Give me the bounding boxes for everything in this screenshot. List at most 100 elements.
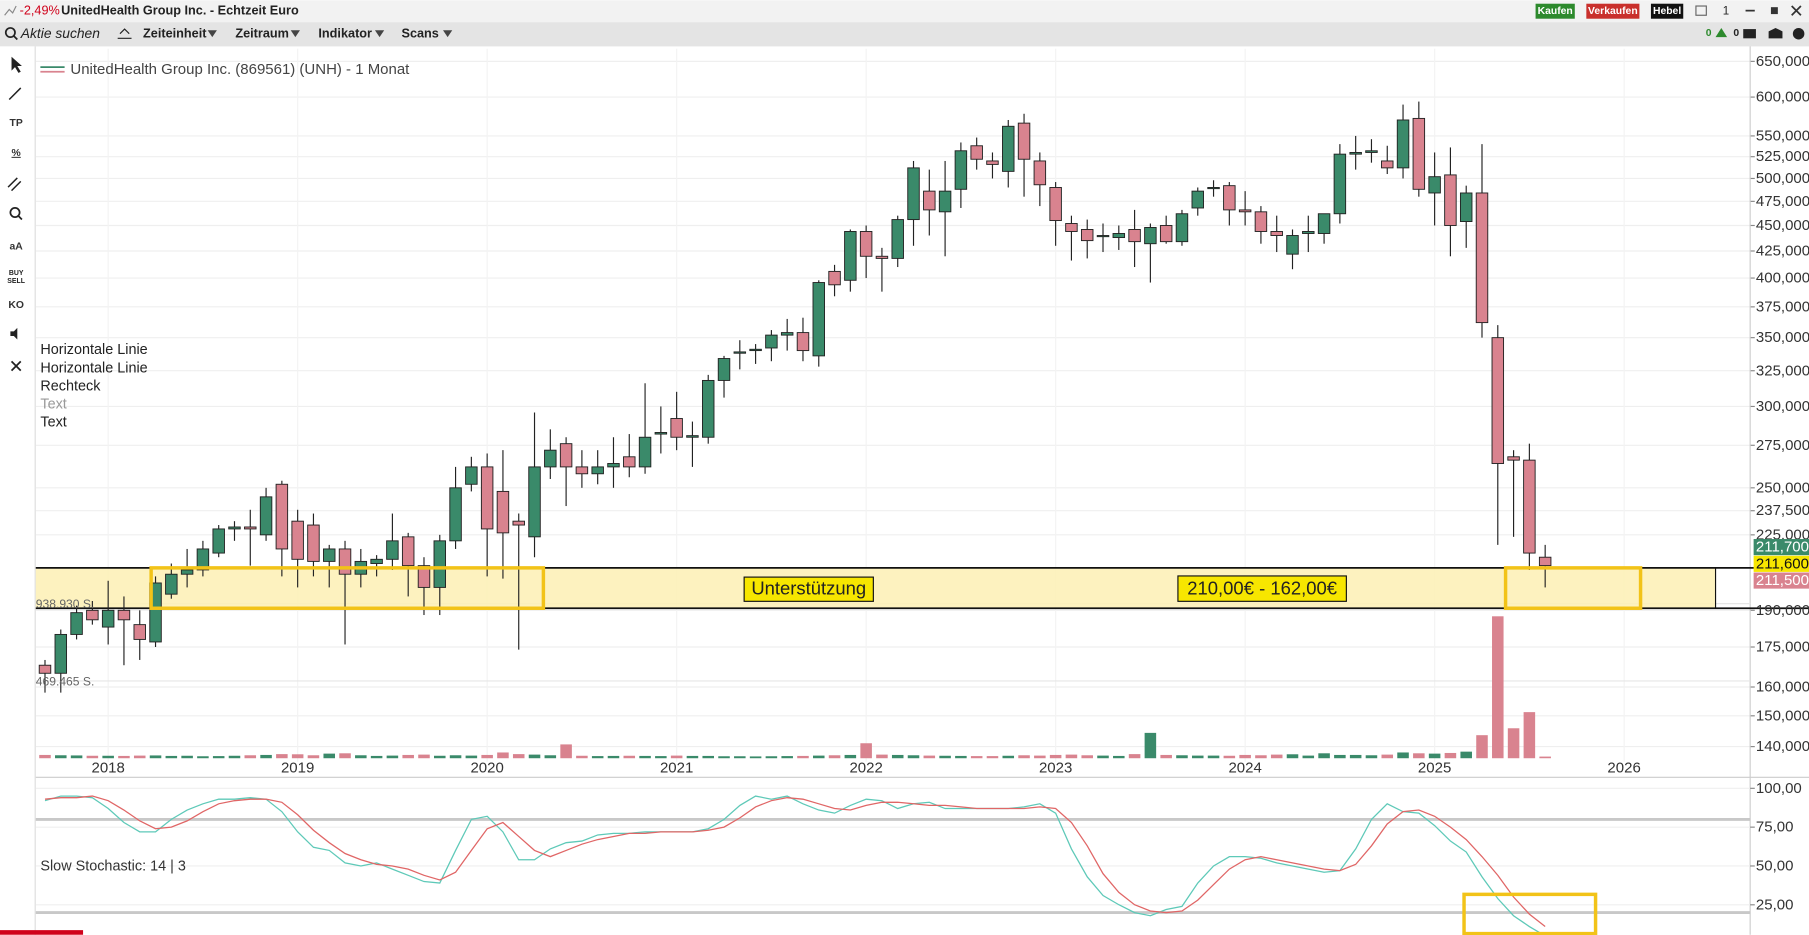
sell-button[interactable]: Verkaufen xyxy=(1588,6,1638,17)
annotation[interactable]: Unterstützung xyxy=(751,578,866,599)
candle-body xyxy=(907,167,920,221)
candle-body xyxy=(1238,209,1252,213)
volume-bar xyxy=(1081,755,1093,759)
y-tick-label: 475,000 xyxy=(1756,193,1809,210)
y-tick-label: 600,000 xyxy=(1756,89,1809,106)
close[interactable] xyxy=(1791,5,1802,16)
drawing-item[interactable]: Horizontale Linie xyxy=(40,342,147,358)
menu-timeframe[interactable]: Zeiteinheit xyxy=(143,27,207,41)
volume-bar xyxy=(1034,755,1046,759)
tp-tool[interactable]: TP xyxy=(10,118,23,129)
annotation-box[interactable] xyxy=(1177,575,1347,602)
buy-button-bg[interactable] xyxy=(1535,3,1575,19)
ko-tool[interactable]: KO xyxy=(8,300,24,311)
candle-body xyxy=(512,520,525,526)
candle-body xyxy=(1444,174,1457,226)
lever-button[interactable]: Hebel xyxy=(1653,6,1681,17)
volume-bar xyxy=(386,755,399,759)
volume-bar xyxy=(891,754,904,759)
volume-bar xyxy=(1318,753,1330,759)
y-tick-label: 325,000 xyxy=(1756,362,1809,379)
popout-icon[interactable] xyxy=(1695,5,1707,16)
message-count[interactable]: 0 xyxy=(1733,28,1739,39)
sell-button-bg[interactable] xyxy=(1586,3,1640,19)
candle-body xyxy=(1112,233,1126,239)
drawing-item[interactable]: Rechteck xyxy=(40,379,101,395)
candle-body xyxy=(1144,227,1157,245)
zoom-tool[interactable] xyxy=(9,207,21,219)
candle-body xyxy=(607,463,620,468)
volume-bar xyxy=(1049,754,1062,759)
delete-tool[interactable] xyxy=(10,360,22,372)
volume-bar xyxy=(370,755,383,759)
candle-body xyxy=(638,436,652,468)
volume-bar xyxy=(1476,735,1488,759)
sound-tool[interactable] xyxy=(10,327,18,340)
dropdown-arrow[interactable] xyxy=(443,30,453,38)
candle-body xyxy=(465,466,478,485)
buy-button[interactable]: Kaufen xyxy=(1538,6,1573,17)
menu-indicator[interactable]: Indikator xyxy=(318,27,372,41)
annotation[interactable]: 210,00€ - 162,00€ xyxy=(1187,578,1337,599)
folder-icon[interactable] xyxy=(1743,29,1756,39)
cloud-icon[interactable] xyxy=(1768,27,1783,39)
chart-title[interactable]: UnitedHealth Group Inc. (869561) (UNH) -… xyxy=(70,61,410,78)
volume-bar xyxy=(876,754,888,759)
menu-scans[interactable]: Scans xyxy=(401,27,438,41)
x-tick-label: 2020 xyxy=(470,760,503,777)
percent-tool[interactable]: % xyxy=(12,148,21,159)
dropdown-arrow[interactable] xyxy=(290,30,300,38)
volume-bar xyxy=(39,754,51,759)
sell-tool[interactable]: SELL xyxy=(7,278,25,285)
volume-bar xyxy=(1239,754,1251,759)
y-tick-label: 237,500 xyxy=(1756,502,1809,519)
dropdown-arrow[interactable] xyxy=(374,30,385,38)
candle-body xyxy=(591,466,604,475)
candle-body xyxy=(180,569,194,575)
candle-body xyxy=(844,231,857,281)
search-box[interactable]: Aktie suchen xyxy=(20,25,100,41)
volume-bar xyxy=(670,755,683,759)
volume-bar xyxy=(512,754,525,759)
volume-bar xyxy=(102,755,114,759)
cursor-tool[interactable] xyxy=(11,56,22,73)
dropdown-arrow[interactable] xyxy=(207,30,217,38)
volume-bar xyxy=(307,755,320,759)
drawing-item[interactable]: Horizontale Linie xyxy=(40,361,147,377)
search-icon[interactable] xyxy=(4,27,16,39)
add-icon[interactable] xyxy=(1792,27,1805,40)
text-tool[interactable]: aA xyxy=(10,241,24,252)
candle-body xyxy=(1223,185,1236,211)
window-counter[interactable]: 1 xyxy=(1723,5,1729,17)
maximize[interactable] xyxy=(1770,7,1778,15)
indicator-title[interactable]: Slow Stochastic: 14 | 3 xyxy=(40,858,185,874)
drawing-item[interactable]: Text xyxy=(40,396,66,412)
bell-icon[interactable] xyxy=(1715,27,1728,38)
x-tick-label: 2022 xyxy=(849,760,882,777)
candle-body xyxy=(338,548,352,575)
drawing-item[interactable]: Text xyxy=(40,414,66,430)
volume-bar xyxy=(1539,756,1551,759)
channel-tool[interactable] xyxy=(7,177,22,192)
volume-bar xyxy=(623,755,636,759)
volume-bar xyxy=(1444,752,1457,759)
candle-body xyxy=(386,540,399,560)
x-tick-label: 2021 xyxy=(660,760,693,777)
menu-range[interactable]: Zeitraum xyxy=(235,27,289,41)
alert-count[interactable]: 0 xyxy=(1706,28,1712,39)
lever-button-bg[interactable] xyxy=(1650,3,1684,19)
candle-body xyxy=(496,490,510,534)
candle-body xyxy=(1096,235,1110,238)
candle-body xyxy=(133,624,146,640)
annotation-box[interactable] xyxy=(743,576,874,602)
support-zone[interactable] xyxy=(35,567,1716,609)
line-tool[interactable] xyxy=(8,87,22,101)
candle-body xyxy=(480,466,494,530)
buy-tool[interactable]: BUY xyxy=(9,270,24,277)
volume-bar xyxy=(686,755,699,759)
candle-body xyxy=(923,190,936,211)
volume-bar xyxy=(1507,728,1520,759)
y-tick-label: 275,000 xyxy=(1756,437,1809,454)
candle-body xyxy=(1286,235,1299,255)
